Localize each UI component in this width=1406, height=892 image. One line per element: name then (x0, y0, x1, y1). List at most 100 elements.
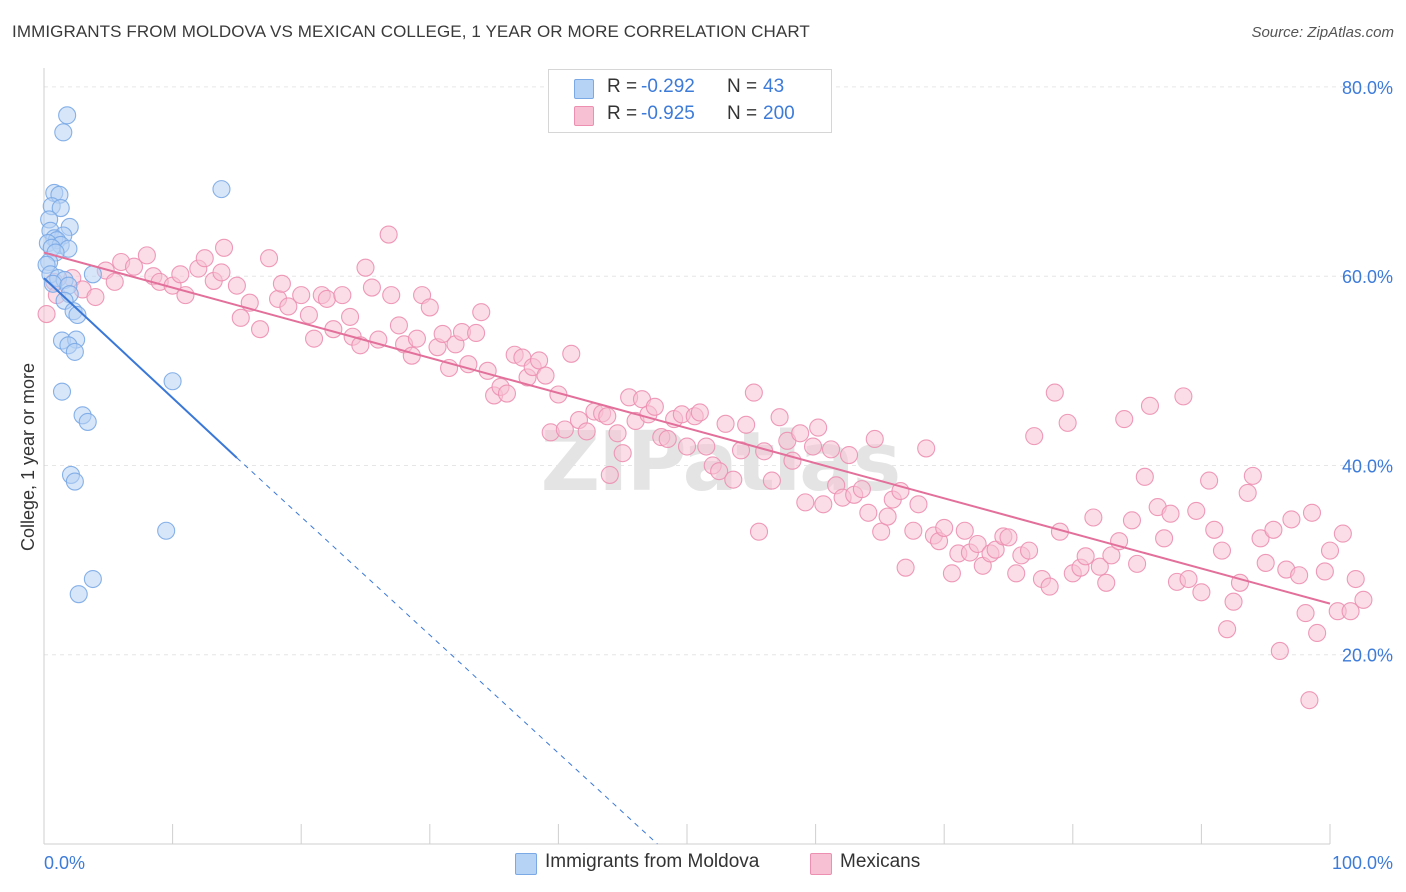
mexicans-point (1270, 641, 1289, 660)
x-tick-labels: 0.0% 100.0% (44, 853, 1393, 873)
mexicans-point (1025, 427, 1044, 446)
mexicans-point (791, 424, 810, 443)
r-label: R = (607, 103, 638, 124)
mexicans-point (1243, 466, 1262, 485)
moldova-point (163, 372, 182, 391)
source-label: Source: ZipAtlas.com (1251, 24, 1394, 41)
mexicans-point (478, 361, 497, 380)
mexicans-point (250, 320, 270, 339)
mexicans-point (986, 540, 1005, 559)
mexicans-point (1076, 547, 1095, 566)
mexicans-point (1058, 413, 1077, 432)
mexicans-point (536, 366, 555, 385)
mexicans-points (37, 225, 1373, 710)
mexicans-point (1251, 529, 1270, 548)
trend-lines (43, 251, 1331, 845)
mexicans-point (1200, 471, 1219, 490)
mexicans-point (467, 323, 486, 343)
x-tick-label: 0.0% (44, 853, 85, 873)
mexicans-point (171, 265, 190, 284)
moldova-point (212, 180, 231, 199)
mexicans-point (292, 286, 311, 305)
mexicans-point (259, 249, 279, 268)
mexicans-point (279, 297, 298, 316)
legend-label: Mexicans (840, 851, 921, 872)
mexicans-point (935, 518, 954, 537)
mexicans-point (955, 521, 974, 540)
moldova-swatch (574, 79, 594, 99)
moldova-point (58, 106, 77, 125)
moldova-point (83, 569, 102, 589)
mexicans-point (389, 316, 408, 335)
mexicans-point (305, 329, 324, 348)
mexicans-point (1084, 508, 1103, 527)
moldova-point (65, 342, 84, 361)
mexicans-point (369, 330, 388, 349)
mexicans-point (762, 471, 781, 490)
mexicans-point (333, 286, 352, 305)
y-axis-label: College, 1 year or more (18, 363, 38, 551)
mexicans-point (420, 298, 439, 317)
mexicans-point (137, 246, 156, 265)
mexicans-point (999, 528, 1018, 547)
mexicans-point (1315, 562, 1334, 581)
n-value: 200 (763, 103, 795, 124)
moldova-point (68, 305, 87, 325)
moldova-swatch (515, 853, 537, 875)
mexicans-point (1354, 590, 1373, 609)
mexicans-point (227, 276, 246, 295)
moldova-points (37, 106, 231, 604)
mexicans-point (1161, 504, 1180, 523)
mexicans-point (1300, 691, 1319, 710)
mexicans-point (1115, 410, 1134, 429)
mexicans-point (814, 495, 833, 514)
mexicans-point (1122, 511, 1142, 530)
moldova-point (54, 123, 73, 142)
mexicans-point (1341, 602, 1360, 621)
mexicans-point (299, 305, 318, 325)
mexicans-point (872, 522, 891, 541)
mexicans-point (1174, 387, 1193, 406)
mexicans-point (1264, 520, 1283, 539)
mexicans-point (1192, 583, 1211, 602)
mexicans-point (1290, 566, 1309, 585)
mexicans-point (1308, 623, 1327, 643)
n-value: 43 (763, 76, 785, 97)
mexicans-swatch (574, 106, 594, 126)
mexicans-point (1282, 510, 1301, 529)
moldova-trend-line (43, 277, 238, 459)
mexicans-point (909, 495, 928, 514)
mexicans-point (852, 480, 871, 499)
mexicans-point (214, 238, 234, 257)
mexicans-point (317, 289, 336, 308)
mexicans-point (645, 397, 664, 416)
axes (43, 68, 1331, 845)
mexicans-point (1102, 546, 1121, 565)
y-tick-label: 80.0% (1342, 78, 1393, 98)
mexicans-point (598, 407, 617, 426)
mexicans-point (195, 249, 214, 268)
mexicans-point (917, 439, 936, 458)
gridlines (44, 86, 1395, 656)
x-tick-label: 100.0% (1332, 853, 1393, 873)
mexicans-point (433, 324, 452, 343)
mexicans-point (1302, 503, 1322, 522)
mexicans-point (796, 493, 815, 512)
r-label: R = (607, 76, 638, 97)
y-tick-label: 40.0% (1342, 456, 1393, 476)
mexicans-point (942, 564, 961, 583)
mexicans-point (407, 329, 426, 348)
mexicans-point (382, 286, 401, 305)
moldova-point (157, 521, 176, 540)
mexicans-point (555, 420, 574, 439)
mexicans-point (690, 403, 709, 422)
mexicans-point (362, 278, 381, 297)
r-value: -0.292 (641, 76, 695, 97)
series-legend: Immigrants from Moldova Mexicans (0, 850, 1406, 878)
moldova-point (43, 274, 63, 293)
mexicans-point (809, 418, 828, 437)
mexicans-point (1135, 467, 1154, 486)
mexicans-point (697, 437, 716, 456)
mexicans-swatch (810, 853, 832, 875)
mexicans-point (1238, 483, 1257, 502)
